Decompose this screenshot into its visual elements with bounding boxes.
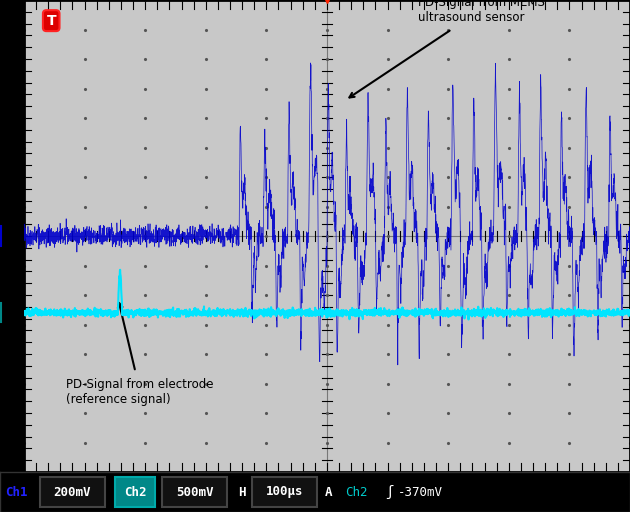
FancyBboxPatch shape bbox=[252, 477, 317, 507]
Text: Ch2: Ch2 bbox=[345, 485, 367, 499]
Text: -370mV: -370mV bbox=[398, 485, 443, 499]
Text: A: A bbox=[325, 485, 333, 499]
Text: Ch1: Ch1 bbox=[5, 485, 28, 499]
Text: 100μs: 100μs bbox=[266, 485, 303, 499]
Text: 500mV: 500mV bbox=[176, 485, 213, 499]
Text: 200mV: 200mV bbox=[54, 485, 91, 499]
Text: ◀: ◀ bbox=[0, 511, 1, 512]
Text: Ch2: Ch2 bbox=[123, 485, 146, 499]
Text: PD-Signal from electrode
(reference signal): PD-Signal from electrode (reference sign… bbox=[66, 303, 214, 406]
Text: ʃ: ʃ bbox=[385, 485, 393, 499]
Text: PD-Signal from MEMS
ultrasound sensor: PD-Signal from MEMS ultrasound sensor bbox=[350, 0, 545, 97]
FancyBboxPatch shape bbox=[162, 477, 227, 507]
Text: T: T bbox=[47, 14, 56, 28]
FancyBboxPatch shape bbox=[115, 477, 155, 507]
Text: H: H bbox=[238, 485, 246, 499]
FancyBboxPatch shape bbox=[40, 477, 105, 507]
